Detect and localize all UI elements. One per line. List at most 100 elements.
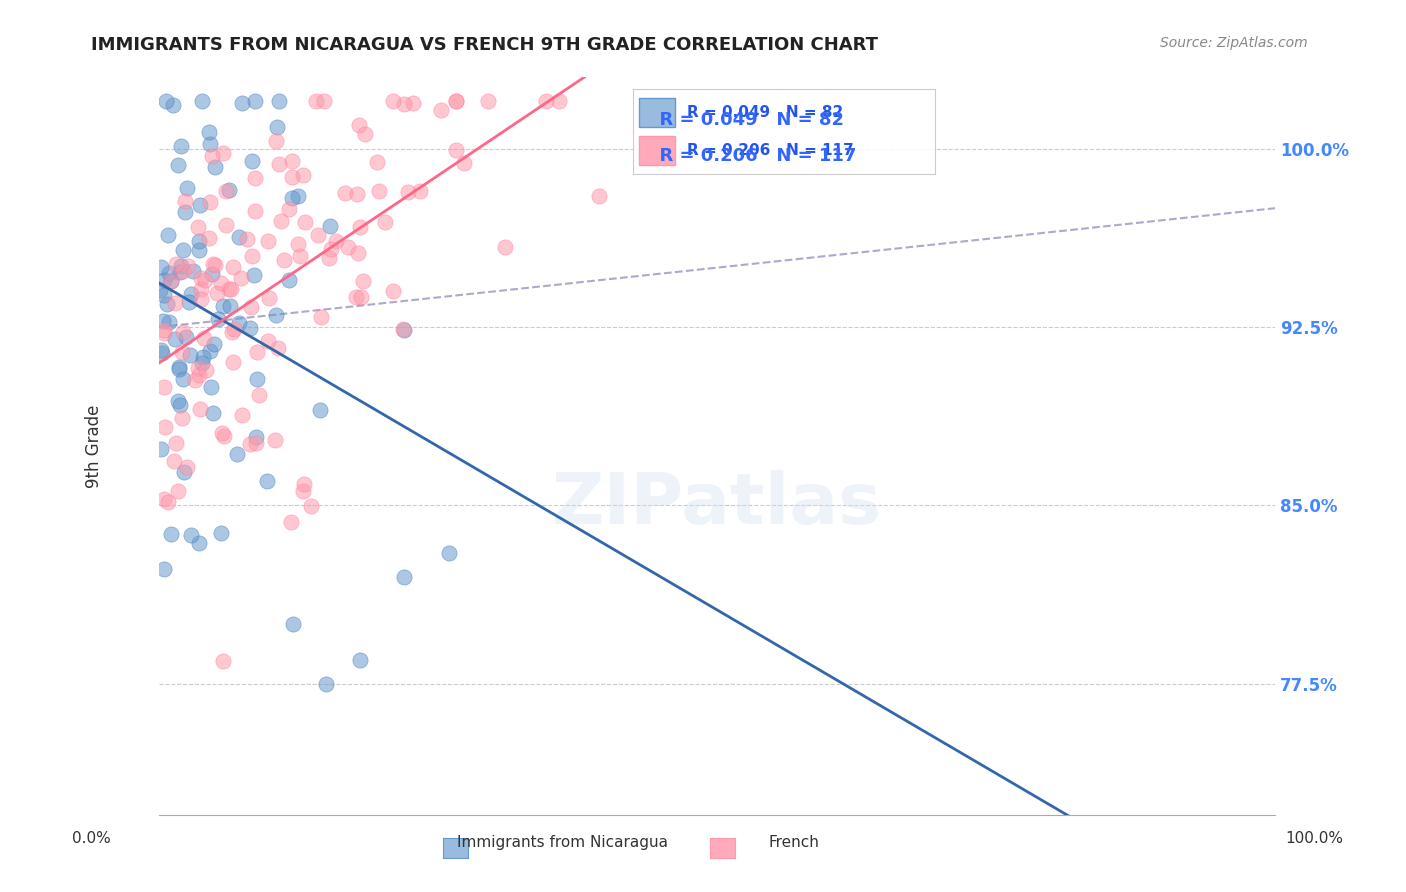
Point — [312, 94, 335, 108]
Point — [174, 194, 197, 208]
Text: R = 0.049   N = 82: R = 0.049 N = 82 — [688, 105, 844, 120]
Point — [201, 257, 224, 271]
Point — [174, 204, 197, 219]
Point — [153, 288, 176, 302]
Point — [494, 240, 516, 254]
Point — [270, 214, 292, 228]
Point — [204, 259, 226, 273]
Point — [257, 334, 280, 348]
Point — [157, 494, 180, 508]
Point — [176, 181, 198, 195]
Point — [353, 274, 375, 288]
Point — [190, 271, 212, 285]
Point — [278, 273, 301, 287]
Point — [172, 345, 194, 359]
Point — [349, 653, 371, 667]
Text: French: French — [769, 836, 820, 850]
Point — [156, 227, 179, 242]
Point — [394, 570, 416, 584]
Point — [163, 332, 186, 346]
Point — [346, 186, 368, 201]
Point — [211, 146, 233, 161]
Point — [226, 446, 249, 460]
Point — [446, 94, 468, 108]
Point — [184, 373, 207, 387]
Point — [402, 95, 425, 110]
Point — [259, 291, 281, 305]
Point — [266, 120, 288, 134]
Point — [160, 274, 183, 288]
Point — [212, 429, 235, 443]
Point — [165, 436, 187, 450]
Point — [392, 97, 415, 112]
Point — [245, 436, 267, 450]
Point — [264, 134, 287, 148]
Point — [173, 465, 195, 479]
Point — [209, 276, 232, 290]
Point — [180, 287, 202, 301]
Point — [231, 408, 253, 422]
Point — [346, 245, 368, 260]
Text: 100.0%: 100.0% — [1285, 831, 1344, 846]
Point — [257, 235, 280, 249]
Point — [169, 398, 191, 412]
Point — [588, 189, 610, 203]
Point — [315, 677, 337, 691]
Point — [172, 371, 194, 385]
Point — [240, 154, 263, 169]
Point — [190, 292, 212, 306]
Point — [188, 244, 211, 258]
Point — [319, 219, 342, 234]
Point — [243, 203, 266, 218]
Point — [239, 321, 262, 335]
Point — [309, 402, 332, 417]
Point — [170, 139, 193, 153]
Point — [169, 265, 191, 279]
Point — [311, 310, 333, 324]
Text: R = 0.049   N = 82: R = 0.049 N = 82 — [647, 112, 844, 129]
Point — [267, 157, 290, 171]
Point — [344, 290, 367, 304]
Point — [536, 94, 558, 108]
Point — [162, 98, 184, 112]
Point — [453, 155, 475, 169]
Point — [288, 249, 311, 263]
Point — [191, 356, 214, 370]
Point — [381, 284, 404, 298]
Point — [219, 299, 242, 313]
Point — [160, 527, 183, 541]
Point — [392, 323, 415, 337]
Point — [150, 260, 173, 274]
Point — [209, 525, 232, 540]
Point — [228, 230, 250, 244]
Point — [280, 516, 302, 530]
Point — [170, 259, 193, 273]
Point — [170, 410, 193, 425]
Point — [292, 484, 315, 499]
Point — [201, 406, 224, 420]
Point — [155, 419, 177, 434]
Point — [198, 344, 221, 359]
Point — [200, 380, 222, 394]
Point — [174, 330, 197, 344]
Point — [187, 536, 209, 550]
Point — [172, 263, 194, 277]
Point — [281, 154, 304, 169]
Text: 0.0%: 0.0% — [72, 831, 111, 846]
Point — [190, 94, 212, 108]
Point — [231, 270, 253, 285]
Point — [207, 285, 229, 300]
Point — [240, 300, 263, 314]
Point — [167, 157, 190, 171]
Point — [156, 296, 179, 310]
Point — [201, 149, 224, 163]
Point — [150, 346, 173, 360]
Point — [204, 160, 226, 174]
Point — [172, 326, 194, 340]
Text: Source: ZipAtlas.com: Source: ZipAtlas.com — [1160, 36, 1308, 50]
Point — [222, 260, 245, 274]
Point — [215, 219, 238, 233]
Point — [211, 425, 233, 440]
Point — [167, 360, 190, 375]
Point — [155, 94, 177, 108]
